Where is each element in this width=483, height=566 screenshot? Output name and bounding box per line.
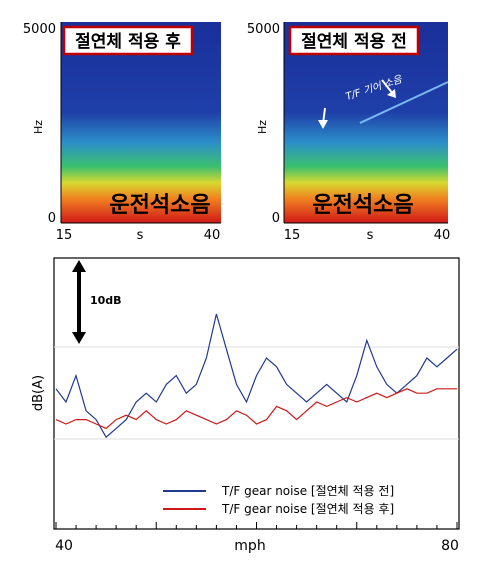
legend-label-before: T/F gear noise [절연체 적용 전]: [221, 484, 394, 498]
spectrogram-before-band-label: 운전석소음: [312, 193, 413, 218]
spectrogram-after-y-label: Hz: [32, 120, 45, 134]
series-group: [55, 313, 458, 439]
spectrogram-after: 절연체 적용 후 5000 0 Hz 15 s 40 운전석소음: [23, 22, 221, 243]
spectrogram-after-panel: 절연체 적용 후 5000 0 Hz 15 s 40 운전석소음: [0, 0, 230, 250]
spectrogram-before-y-label: Hz: [256, 120, 269, 134]
spectrogram-after-x-label: s: [137, 228, 144, 243]
spectrogram-after-plot: [61, 22, 221, 223]
spectrogram-before-y-tick-top: 5000: [247, 22, 280, 37]
spectrogram-before-x-tick-left: 15: [284, 228, 301, 243]
line-chart-panel: 10dB dB(A) 40 mph 80 T/F gear noise [절연체…: [0, 250, 483, 562]
spectrogram-before-x-label: s: [367, 228, 374, 243]
gear-noise-trace: [359, 81, 449, 124]
spectrogram-before-title: 절연체 적용 전: [301, 31, 407, 52]
spectrogram-before-plot: [284, 22, 448, 223]
spectrogram-after-title-box: [62, 25, 194, 56]
spectrogram-after-y-tick-top: 5000: [23, 22, 56, 37]
scale-bar-arrow: [72, 260, 86, 344]
x-minor-ticks: [55, 522, 458, 529]
spectrogram-before-panel: 절연체 적용 전 5000 0 Hz 15 s 40 T/F 기어 소음 운전석…: [230, 0, 483, 250]
spectrogram-before-y-tick-bottom: 0: [272, 211, 280, 226]
series-line-after: [55, 388, 457, 430]
spectrogram-before-x-tick-right: 40: [434, 228, 451, 243]
legend: T/F gear noise [절연체 적용 전] T/F gear noise…: [163, 484, 394, 516]
spectrogram-after-x-tick-right: 40: [204, 228, 221, 243]
annotation-arrow-right: [381, 79, 396, 98]
series-line-before: [55, 313, 458, 439]
spectrogram-after-title: 절연체 적용 후: [75, 31, 181, 52]
spectrogram-after-y-tick-bottom: 0: [48, 211, 56, 226]
spectrogram-after-x-tick-left: 15: [56, 228, 73, 243]
annotation-arrow-left: [318, 107, 328, 129]
x-axis-label: mph: [234, 538, 265, 554]
spectrogram-after-band-label: 운전석소음: [109, 193, 210, 218]
x-tick-label-80: 80: [441, 538, 459, 554]
y-axis-label: dB(A): [31, 375, 46, 411]
line-chart-frame: [53, 257, 460, 530]
line-chart: 10dB dB(A) 40 mph 80 T/F gear noise [절연체…: [31, 257, 460, 554]
spectrogram-before: 절연체 적용 전 5000 0 Hz 15 s 40 T/F 기어 소음 운전석…: [247, 22, 451, 243]
scale-bar-label: 10dB: [90, 294, 122, 307]
legend-label-after: T/F gear noise [절연체 적용 후]: [221, 502, 394, 516]
spectrogram-before-title-box: [288, 25, 420, 56]
x-tick-label-40: 40: [55, 538, 73, 554]
